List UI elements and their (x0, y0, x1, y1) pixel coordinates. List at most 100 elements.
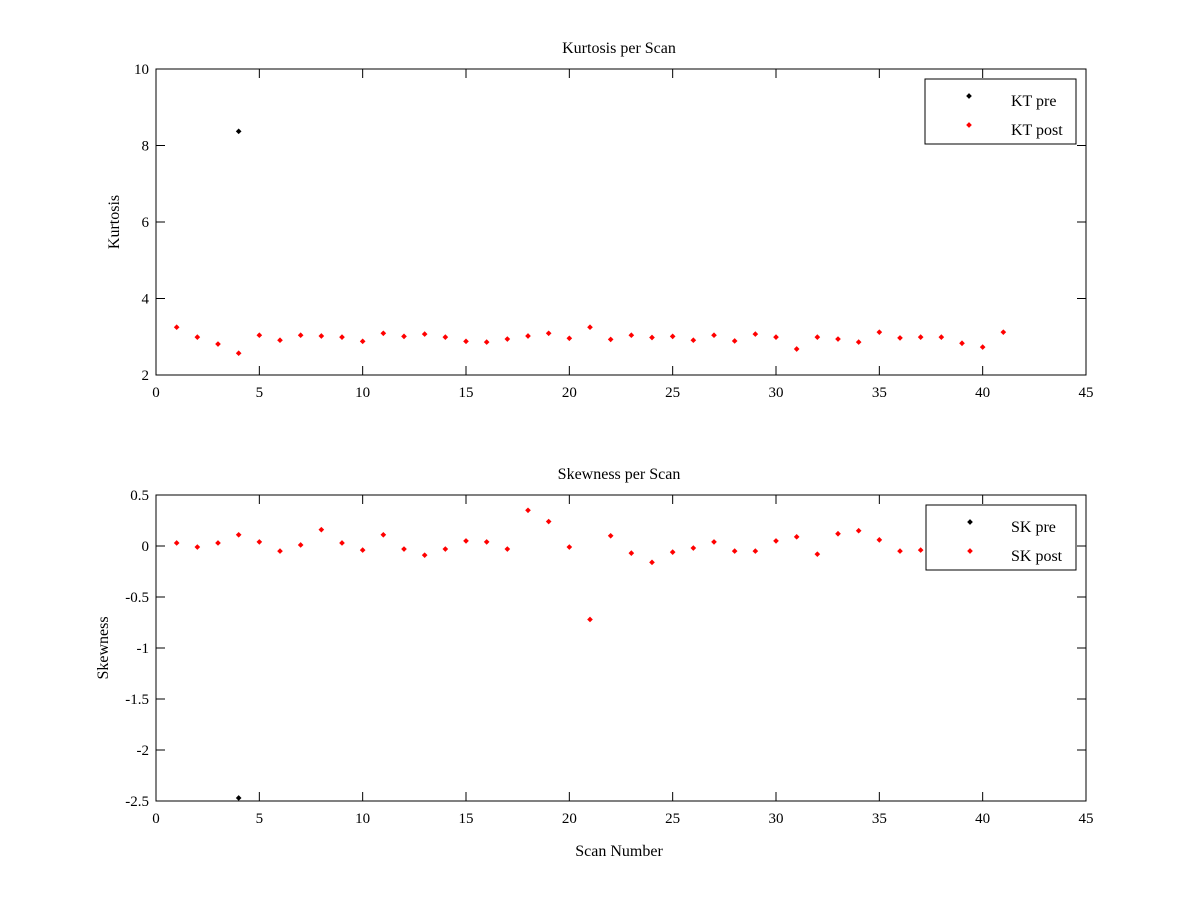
kurtosis-point-post (669, 333, 676, 340)
skewness-point-post (793, 533, 800, 540)
skewness-x-tick-label: 35 (872, 811, 887, 827)
kurtosis-point-post (773, 334, 779, 340)
skewness-point-post (297, 542, 304, 548)
skewness-y-tick-label: -1 (137, 641, 150, 657)
kurtosis-point-post (401, 333, 407, 340)
kurtosis-x-tick-label: 20 (562, 385, 577, 401)
kurtosis-point-post (173, 324, 180, 331)
skewness-legend-label-post: SK post (1011, 548, 1063, 565)
skewness-y-tick-label: -2 (137, 743, 150, 759)
kurtosis-point-post (628, 332, 635, 339)
skewness-point-post (277, 548, 283, 554)
skewness-point-post (690, 545, 697, 551)
skewness-y-tick-label: 0.5 (130, 488, 149, 504)
skewness-x-tick-label: 40 (975, 811, 990, 827)
kurtosis-point-post (504, 336, 511, 342)
kurtosis-point-post (566, 335, 573, 342)
kurtosis-point-post (194, 334, 201, 340)
skewness-point-post (421, 552, 428, 559)
skewness-x-tick-label: 20 (562, 811, 577, 827)
kurtosis-point-post (442, 334, 449, 340)
kurtosis-point-post (318, 333, 325, 339)
skewness-point-post (194, 544, 201, 550)
skewness-legend-box (925, 504, 1077, 571)
kurtosis-point-post (483, 339, 490, 345)
kurtosis-x-tick-label: 30 (769, 385, 784, 401)
skewness-point-post (917, 547, 924, 553)
kurtosis-chart-title: Kurtosis per Scan (562, 40, 676, 57)
kurtosis-point-pre (235, 128, 242, 135)
kurtosis-point-post (525, 333, 531, 339)
skewness-point-post (504, 546, 511, 552)
skewness-legend-label-pre: SK pre (1011, 519, 1056, 536)
skewness-legend: SK pre SK post (925, 504, 1077, 571)
skewness-point-post (711, 539, 717, 545)
kurtosis-point-post (959, 340, 965, 347)
kurtosis-x-tick-label: 5 (256, 385, 264, 401)
kurtosis-y-tick-label: 8 (142, 139, 150, 155)
skewness-y-tick-label: -1.5 (125, 692, 149, 708)
skewness-x-tick-label: 45 (1079, 811, 1094, 827)
kurtosis-point-post (649, 334, 655, 341)
kurtosis-point-post (297, 332, 304, 339)
kurtosis-point-post (359, 338, 366, 345)
skewness-point-post (359, 547, 366, 553)
skewness-point-post (814, 551, 821, 557)
skewness-x-tick-label: 25 (665, 811, 680, 827)
skewness-point-post (628, 550, 635, 556)
kurtosis-point-post (607, 336, 614, 343)
kurtosis-point-post (587, 324, 593, 331)
skewness-point-post (897, 548, 903, 554)
kurtosis-point-post (793, 346, 800, 352)
kurtosis-x-tick-label: 25 (665, 385, 680, 401)
skewness-point-post (876, 537, 883, 543)
kurtosis-x-tick-label: 0 (152, 385, 160, 401)
skewness-x-tick-label: 15 (459, 811, 474, 827)
kurtosis-point-post (339, 334, 345, 340)
kurtosis-x-tick-label: 40 (975, 385, 990, 401)
skewness-y-tick-label: -0.5 (125, 590, 149, 606)
kurtosis-point-post (938, 334, 945, 340)
skewness-x-axis-label: Scan Number (575, 843, 663, 860)
kurtosis-legend: KT pre KT post (924, 78, 1077, 145)
kurtosis-legend-box (924, 78, 1077, 145)
skewness-point-post (545, 518, 552, 525)
kurtosis-point-post (855, 339, 862, 345)
skewness-chart-title: Skewness per Scan (558, 466, 681, 483)
skewness-x-tick-label: 0 (152, 811, 160, 827)
skewness-point-post (339, 540, 345, 546)
kurtosis-x-tick-label: 10 (355, 385, 370, 401)
skewness-point-post (669, 549, 676, 555)
skewness-y-tick-label: -2.5 (125, 794, 149, 810)
kurtosis-x-tick-label: 45 (1079, 385, 1094, 401)
kurtosis-point-post (752, 331, 759, 337)
kurtosis-point-post (1000, 329, 1007, 335)
skewness-point-post (318, 526, 325, 533)
skewness-point-post (855, 527, 862, 534)
skewness-point-post (587, 616, 593, 623)
skewness-point-post (607, 532, 614, 539)
kurtosis-point-post (979, 344, 986, 350)
skewness-point-post (463, 538, 469, 544)
skewness-point-post (215, 540, 221, 546)
skewness-point-post (835, 530, 841, 537)
kurtosis-legend-marker-post (966, 122, 972, 128)
kurtosis-point-post (277, 337, 283, 344)
kurtosis-legend-label-pre: KT pre (1011, 93, 1056, 110)
skewness-x-tick-label: 30 (769, 811, 784, 827)
kurtosis-point-post (897, 335, 903, 341)
kurtosis-point-post (690, 337, 697, 344)
skewness-legend-marker-post (967, 548, 973, 554)
kurtosis-point-post (545, 330, 552, 337)
kurtosis-y-tick-label: 10 (134, 62, 149, 78)
skewness-chart: Skewness per Scan Skewness Scan Number 0… (95, 466, 1094, 860)
skewness-x-tick-label: 5 (256, 811, 264, 827)
kurtosis-y-tick-label: 2 (142, 368, 150, 384)
kurtosis-point-post (256, 332, 263, 339)
skewness-point-post (731, 548, 738, 554)
skewness-point-post (649, 559, 655, 566)
kurtosis-point-post (917, 334, 924, 340)
kurtosis-point-post (463, 338, 469, 345)
kurtosis-point-post (876, 329, 883, 335)
